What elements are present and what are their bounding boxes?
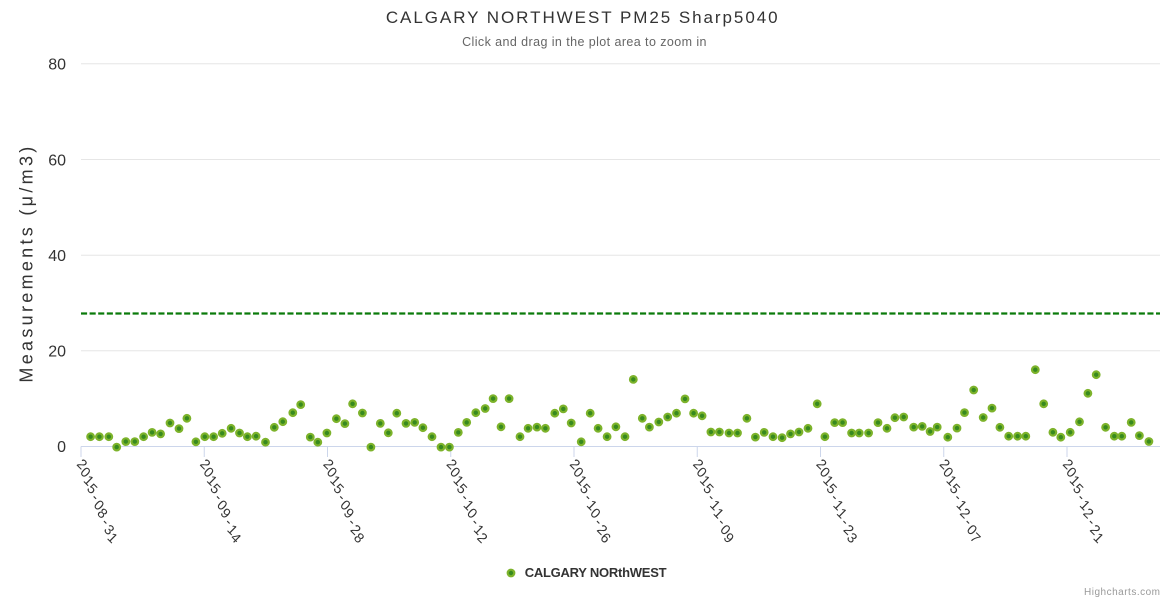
svg-text:80: 80 <box>48 57 66 74</box>
svg-text:Highcharts.com: Highcharts.com <box>1084 587 1160 598</box>
svg-text:Measurements (μ/m3): Measurements (μ/m3) <box>17 143 37 382</box>
svg-text:CALGARY NORTHWEST PM25 Sharp50: CALGARY NORTHWEST PM25 Sharp5040 <box>386 8 780 27</box>
svg-text:Click and drag in the plot are: Click and drag in the plot area to zoom … <box>462 35 707 49</box>
svg-text:CALGARY NORthWEST: CALGARY NORthWEST <box>525 565 667 580</box>
svg-text:40: 40 <box>48 248 66 265</box>
svg-text:0: 0 <box>57 439 66 456</box>
svg-text:60: 60 <box>48 152 66 169</box>
svg-text:20: 20 <box>48 344 66 361</box>
